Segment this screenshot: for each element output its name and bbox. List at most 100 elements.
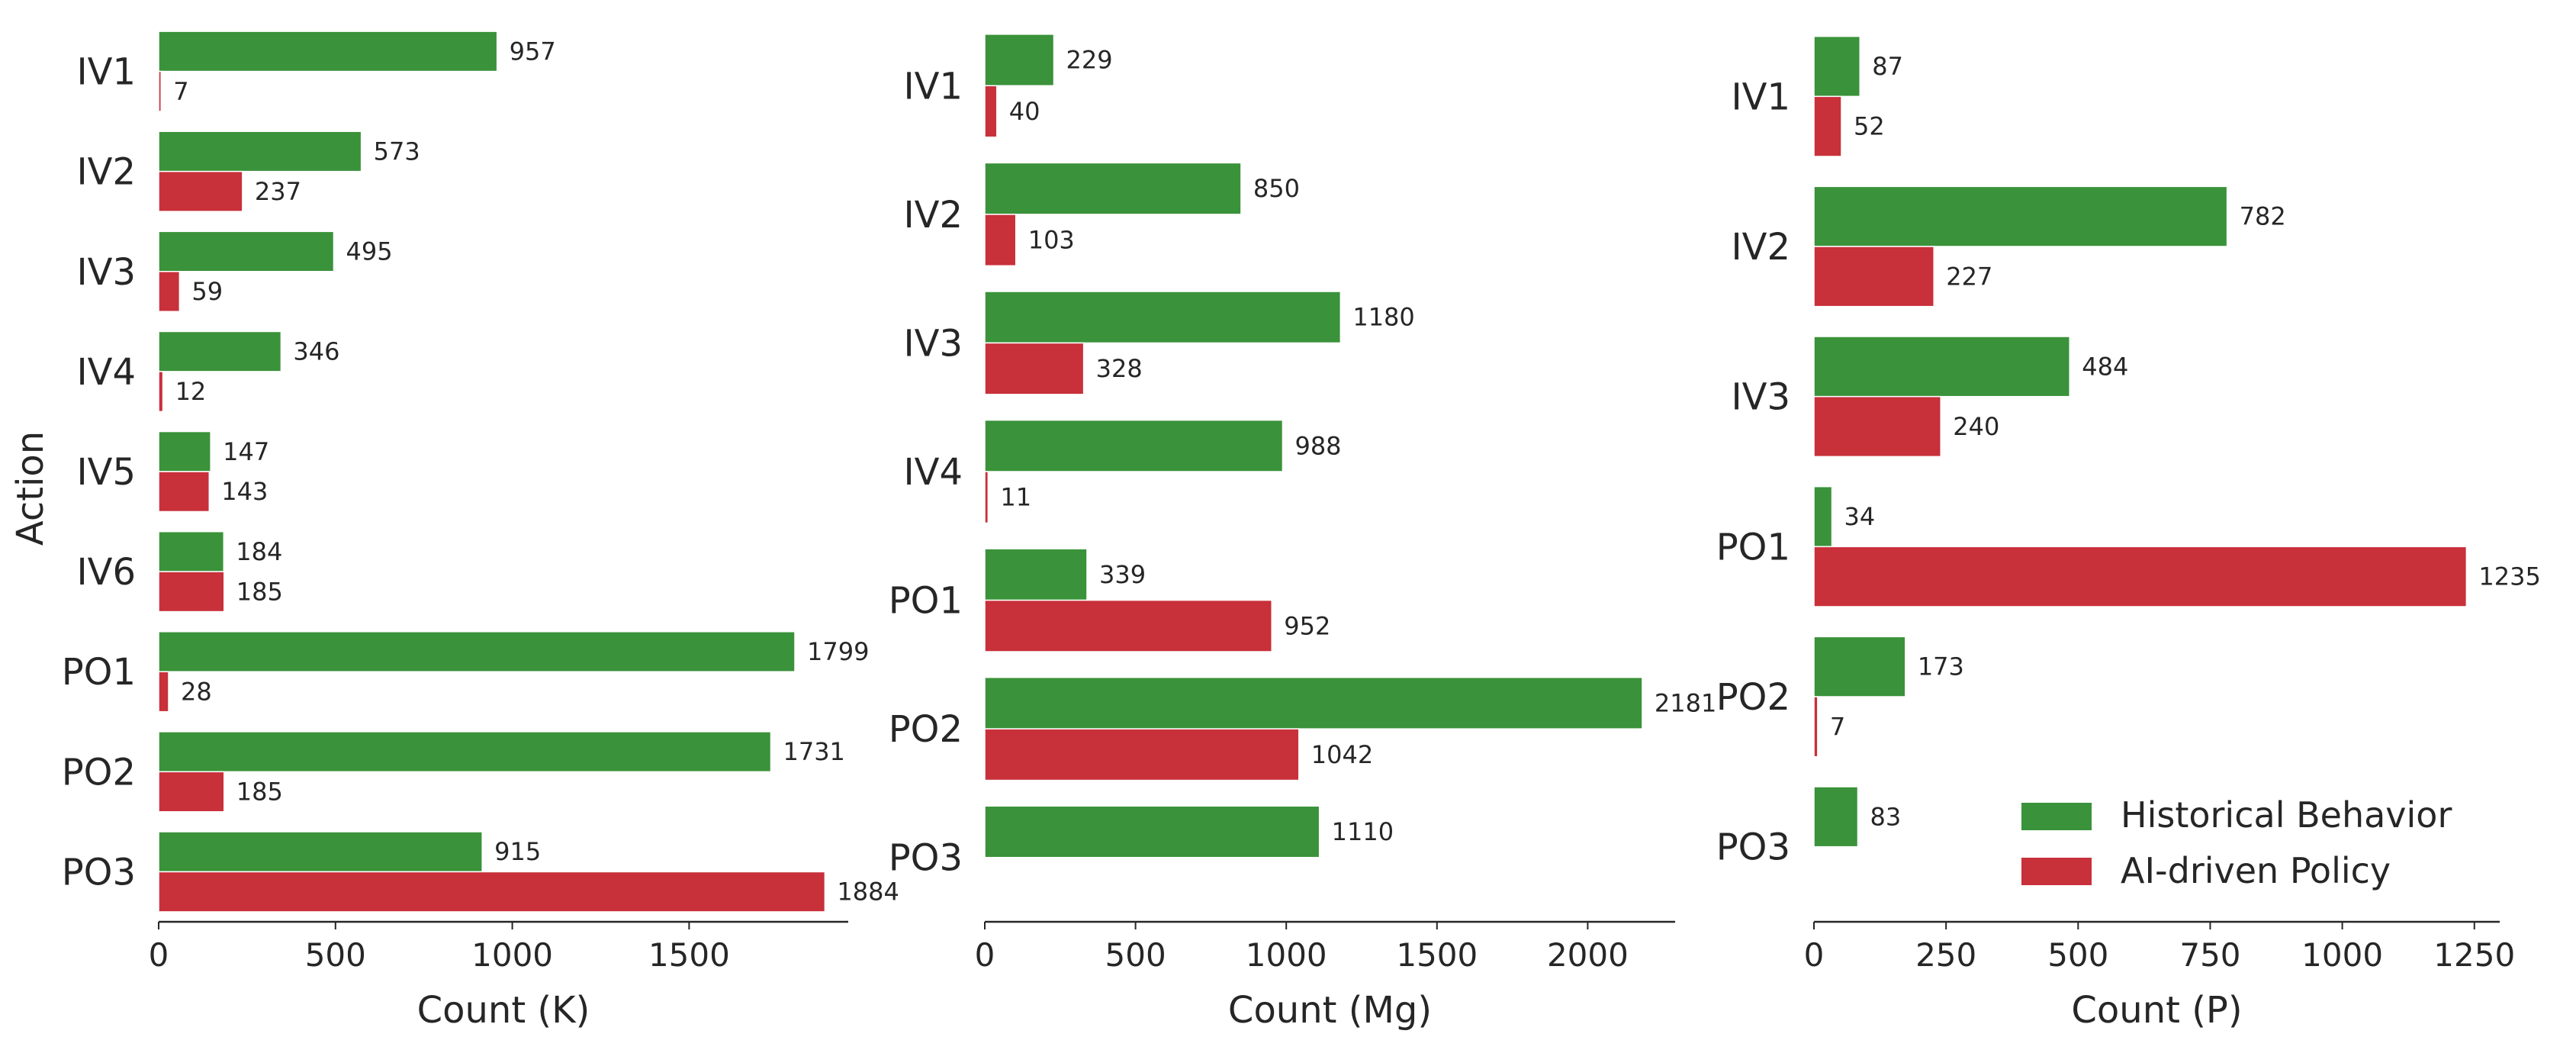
data-label: 227 xyxy=(1946,262,1992,291)
x-tick-label: 0 xyxy=(149,936,169,974)
bar-historical xyxy=(1813,636,1906,697)
data-label: 1180 xyxy=(1352,303,1414,332)
panel-count-p: IV1 87 52 IV2 782 227 IV3 484 240 PO1 34 1235 PO2 173… xyxy=(1716,35,2541,1032)
x-tick-label: 1000 xyxy=(471,936,553,974)
category-label: PO1 xyxy=(62,651,136,694)
data-label: 185 xyxy=(236,577,283,606)
category-label: PO3 xyxy=(62,851,136,894)
x-tick-label: 1500 xyxy=(1396,936,1478,974)
bar-ai-driven xyxy=(158,471,211,513)
bar-historical xyxy=(158,430,211,472)
bar-historical xyxy=(1813,35,1861,98)
category-label: IV6 xyxy=(76,551,136,594)
data-label: 1731 xyxy=(783,737,844,766)
bar-historical xyxy=(1813,336,2070,398)
data-label: 28 xyxy=(181,677,212,706)
category-label: IV3 xyxy=(76,251,136,294)
bar-historical xyxy=(158,631,796,672)
data-label: 1799 xyxy=(807,637,869,666)
data-label: 147 xyxy=(223,437,269,466)
data-label: 1110 xyxy=(1332,817,1394,846)
data-label: 1042 xyxy=(1311,740,1373,769)
data-label: 12 xyxy=(175,377,207,406)
bar-historical xyxy=(1813,485,1833,548)
bar-historical xyxy=(158,530,225,572)
data-label: 7 xyxy=(173,77,188,106)
bar-historical xyxy=(158,230,335,272)
category-label: PO3 xyxy=(1716,826,1790,869)
x-tick-label: 500 xyxy=(1105,936,1166,974)
bar-ai-driven xyxy=(984,728,1300,781)
category-label: IV2 xyxy=(903,194,963,237)
x-tick-label: 500 xyxy=(2047,936,2108,974)
bar-ai-driven xyxy=(158,571,225,613)
data-label: 573 xyxy=(374,137,420,166)
category-label: IV3 xyxy=(903,322,963,365)
category-label: IV4 xyxy=(903,451,963,494)
category-label: PO1 xyxy=(889,580,963,623)
data-label: 850 xyxy=(1253,174,1300,203)
x-tick-label: 500 xyxy=(305,936,366,974)
category-label: IV2 xyxy=(1731,226,1790,269)
x-tick-label: 2000 xyxy=(1547,936,1629,974)
bar-ai-driven xyxy=(158,371,164,413)
legend-label-historical: Historical Behavior xyxy=(2121,794,2452,836)
bar-historical xyxy=(158,31,498,72)
bar-ai-driven xyxy=(984,342,1085,395)
data-label: 484 xyxy=(2082,352,2128,381)
data-label: 346 xyxy=(293,337,339,366)
bar-ai-driven xyxy=(158,170,243,212)
category-label: IV1 xyxy=(903,65,963,108)
bar-ai-driven xyxy=(984,214,1017,267)
data-label: 240 xyxy=(1953,412,1999,441)
x-tick-label: 1500 xyxy=(648,936,730,974)
data-label: 40 xyxy=(1009,97,1040,126)
bar-ai-driven xyxy=(1813,246,1934,308)
bar-historical xyxy=(158,831,483,873)
bar-ai-driven xyxy=(158,271,181,312)
x-axis-label: Count (K) xyxy=(417,989,590,1032)
data-label: 328 xyxy=(1096,354,1143,383)
data-label: 87 xyxy=(1872,52,1903,81)
y-axis-label: Action xyxy=(9,431,52,546)
category-label: IV1 xyxy=(76,51,136,94)
category-label: IV2 xyxy=(76,151,136,194)
category-label: PO1 xyxy=(1716,526,1790,568)
x-tick-label: 750 xyxy=(2179,936,2240,974)
panel-count-k: IV1 957 7 IV2 573 237 IV3 495 59 IV4 346 12 IV5 147 14… xyxy=(62,31,899,1032)
data-label: 52 xyxy=(1854,112,1885,141)
panel-count-mg: IV1 229 40 IV2 850 103 IV3 1180 328 IV4 988 11 PO1 33… xyxy=(889,34,1716,1032)
data-label: 11 xyxy=(1000,483,1031,512)
bar-historical xyxy=(984,419,1284,472)
bar-historical xyxy=(984,291,1342,344)
category-label: PO2 xyxy=(62,751,136,794)
bar-historical xyxy=(158,130,362,172)
x-axis-label: Count (Mg) xyxy=(1228,989,1432,1032)
bar-ai-driven xyxy=(1813,696,1819,758)
legend-swatch-ai xyxy=(2021,858,2092,885)
bar-ai-driven xyxy=(984,599,1272,652)
data-label: 143 xyxy=(221,477,268,506)
legend-swatch-historical xyxy=(2021,803,2092,830)
bar-ai-driven xyxy=(158,771,225,813)
bar-historical xyxy=(158,731,772,773)
bar-ai-driven xyxy=(158,871,826,913)
data-label: 173 xyxy=(1918,652,1964,681)
data-label: 1235 xyxy=(2478,562,2540,591)
data-label: 185 xyxy=(236,778,283,807)
bar-historical xyxy=(1813,185,2228,247)
legend: Historical Behavior AI-driven Policy xyxy=(2021,794,2452,891)
data-label: 34 xyxy=(1844,502,1876,531)
category-label: PO2 xyxy=(889,708,963,751)
bar-historical xyxy=(1813,786,1859,848)
bar-ai-driven xyxy=(984,471,989,524)
x-tick-label: 1000 xyxy=(1246,936,1327,974)
data-label: 495 xyxy=(346,237,392,266)
x-tick-label: 250 xyxy=(1915,936,1976,974)
data-label: 988 xyxy=(1294,431,1341,460)
data-label: 339 xyxy=(1099,560,1146,589)
bar-ai-driven xyxy=(158,70,162,112)
x-tick-label: 0 xyxy=(1804,936,1825,974)
data-label: 59 xyxy=(191,277,223,306)
data-label: 952 xyxy=(1284,611,1330,640)
